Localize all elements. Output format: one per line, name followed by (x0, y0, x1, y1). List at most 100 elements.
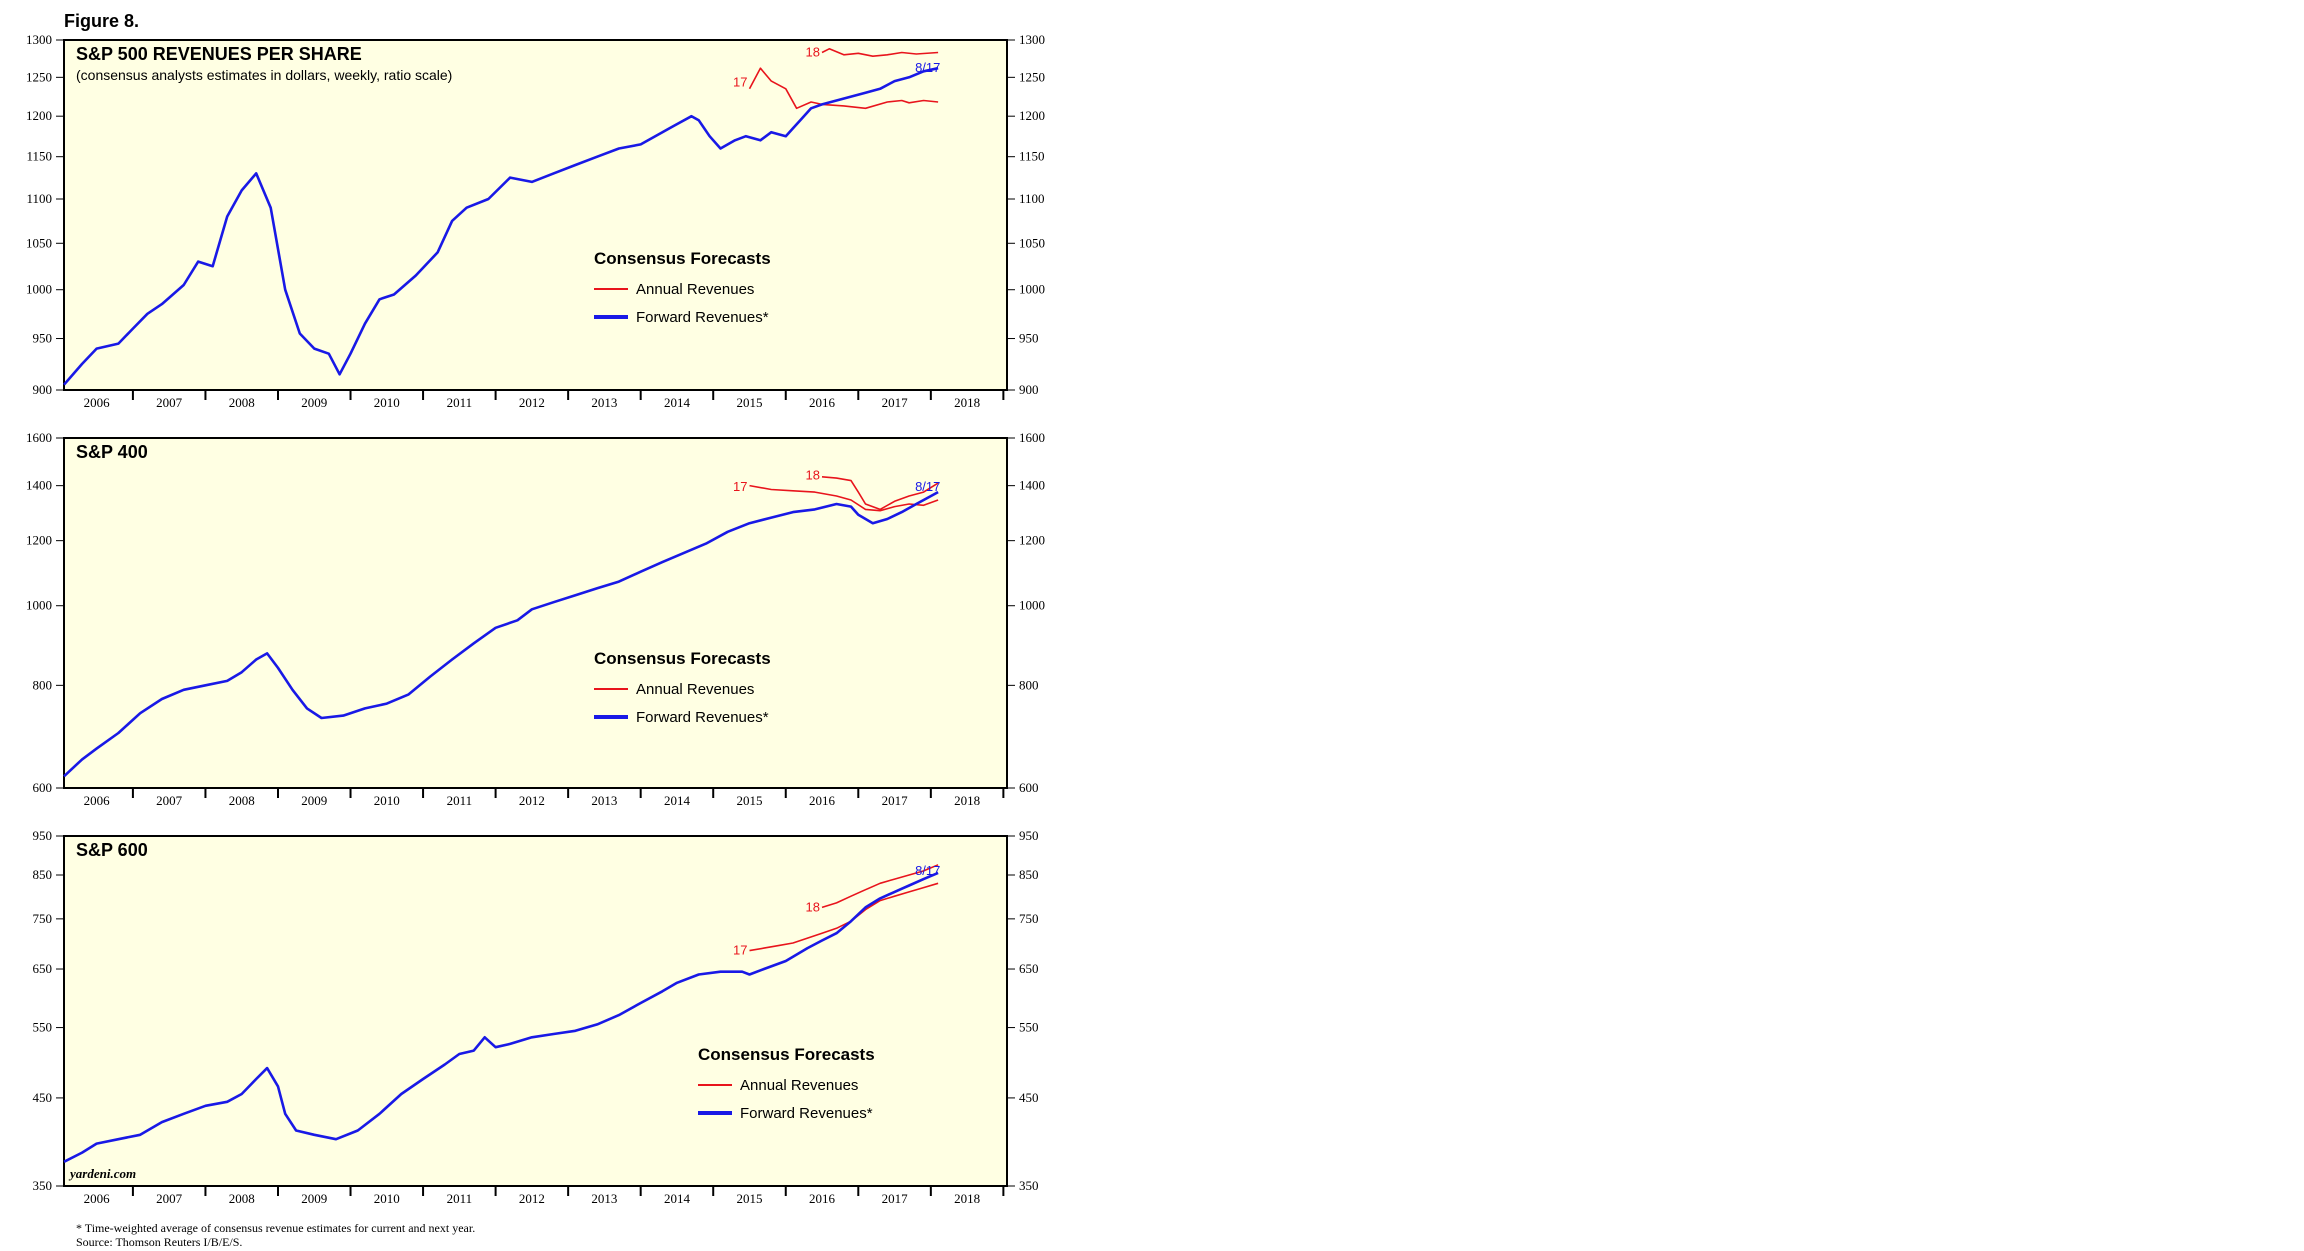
plot-area (63, 835, 1008, 1187)
y-tick-label-right: 950 (1019, 828, 1039, 843)
x-tick-label: 2008 (229, 395, 255, 410)
y-tick-label-right: 1050 (1019, 235, 1045, 250)
x-tick-label: 2011 (447, 395, 473, 410)
series-line-annual-17 (749, 484, 939, 512)
series-line-forward (63, 66, 939, 386)
x-tick-label: 2007 (156, 1191, 183, 1206)
annotation-label: 18 (806, 899, 820, 914)
y-tick-label-left: 950 (33, 828, 53, 843)
legend: Consensus Forecasts Annual Revenues Forw… (594, 249, 771, 326)
y-tick-label-right: 1400 (1019, 478, 1045, 493)
x-tick-label: 2012 (519, 1191, 545, 1206)
y-tick-label-right: 950 (1019, 331, 1039, 346)
x-tick-label: 2015 (736, 395, 762, 410)
y-tick-label-right: 1600 (1019, 430, 1045, 445)
y-tick-label-right: 1300 (1019, 32, 1045, 47)
x-tick-label: 2010 (374, 395, 400, 410)
y-tick-label-left: 1150 (26, 149, 52, 164)
x-tick-label: 2014 (664, 1191, 691, 1206)
x-tick-label: 2013 (591, 793, 617, 808)
y-tick-label-left: 750 (33, 911, 53, 926)
y-tick-label-right: 350 (1019, 1178, 1039, 1193)
series-line-forward (63, 871, 939, 1163)
x-tick-label: 2007 (156, 793, 183, 808)
y-tick-label-right: 550 (1019, 1020, 1039, 1035)
y-tick-label-right: 850 (1019, 867, 1039, 882)
x-tick-label: 2012 (519, 395, 545, 410)
series-line-annual-18 (821, 47, 939, 58)
annotation-label: 17 (733, 479, 747, 494)
annotation-label: 18 (806, 45, 820, 60)
x-tick-label: 2010 (374, 1191, 400, 1206)
x-tick-label: 2018 (954, 1191, 980, 1206)
y-tick-label-left: 1100 (26, 191, 52, 206)
x-tick-label: 2016 (809, 793, 836, 808)
chart-sp400: 600 600 800 800 1000 1000 1200 1200 1400 1400 1600… (26, 430, 1045, 808)
legend-item-forward: Forward Revenues* (636, 309, 769, 326)
annotation-label: 17 (733, 943, 747, 958)
legend-item-forward: Forward Revenues* (636, 709, 769, 726)
annotation-label: 8/17 (915, 479, 940, 494)
y-tick-label-left: 1250 (26, 69, 52, 84)
annotation-label: 8/17 (915, 863, 940, 878)
y-tick-label-right: 1000 (1019, 598, 1045, 613)
series-line-annual-18 (821, 476, 939, 511)
x-tick-label: 2008 (229, 1191, 255, 1206)
x-tick-label: 2018 (954, 395, 980, 410)
x-tick-label: 2007 (156, 395, 183, 410)
x-tick-label: 2009 (301, 1191, 327, 1206)
y-tick-label-right: 450 (1019, 1090, 1039, 1105)
x-tick-label: 2006 (84, 395, 111, 410)
y-tick-label-left: 1600 (26, 430, 52, 445)
series-line-annual-18 (821, 864, 939, 909)
y-tick-label-right: 1200 (1019, 533, 1045, 548)
footnote: * Time-weighted average of consensus rev… (76, 1221, 475, 1235)
source-note: Source: Thomson Reuters I/B/E/S. (76, 1235, 242, 1249)
y-tick-label-left: 950 (33, 331, 53, 346)
x-tick-label: 2010 (374, 793, 400, 808)
y-tick-label-left: 1300 (26, 32, 52, 47)
x-tick-label: 2011 (447, 1191, 473, 1206)
chart-subtitle: (consensus analysts estimates in dollars… (76, 67, 452, 83)
x-tick-label: 2013 (591, 1191, 617, 1206)
series-line-annual-17 (748, 67, 939, 110)
legend: Consensus Forecasts Annual Revenues Forw… (594, 649, 771, 726)
x-tick-label: 2009 (301, 395, 327, 410)
y-tick-label-left: 600 (33, 780, 53, 795)
legend-title: Consensus Forecasts (698, 1045, 875, 1064)
y-tick-label-right: 600 (1019, 780, 1039, 795)
y-tick-label-right: 750 (1019, 911, 1039, 926)
chart-sp600: 350 350 450 450 550 550 650 650 750 750 850 850 950 9… (33, 828, 1039, 1206)
legend-item-annual: Annual Revenues (636, 681, 754, 698)
y-tick-label-right: 1200 (1019, 108, 1045, 123)
y-tick-label-left: 450 (33, 1090, 53, 1105)
chart-title: S&P 500 REVENUES PER SHARE (76, 44, 362, 64)
x-tick-label: 2009 (301, 793, 327, 808)
y-tick-label-left: 850 (33, 867, 53, 882)
x-tick-label: 2016 (809, 395, 836, 410)
plot-area (63, 39, 1008, 391)
series-line-forward (63, 490, 939, 778)
x-tick-label: 2017 (882, 395, 909, 410)
y-tick-label-left: 650 (33, 961, 53, 976)
x-tick-label: 2006 (84, 793, 111, 808)
y-tick-label-left: 350 (33, 1178, 53, 1193)
x-tick-label: 2016 (809, 1191, 836, 1206)
annotation-label: 8/17 (915, 60, 940, 75)
legend-title: Consensus Forecasts (594, 249, 771, 268)
y-tick-label-left: 1400 (26, 478, 52, 493)
series-line-annual-17 (749, 882, 939, 952)
chart-sp500: 900 900 950 950 1000 1000 1050 1050 1100 1100 1150… (26, 32, 1045, 410)
y-tick-label-right: 650 (1019, 961, 1039, 976)
y-tick-label-right: 800 (1019, 677, 1039, 692)
y-tick-label-left: 550 (33, 1020, 53, 1035)
x-tick-label: 2015 (736, 793, 762, 808)
y-tick-label-left: 1050 (26, 235, 52, 250)
figure-label: Figure 8. (64, 11, 139, 31)
y-tick-label-left: 1000 (26, 282, 52, 297)
x-tick-label: 2014 (664, 395, 691, 410)
plot-area (63, 437, 1008, 789)
legend-item-annual: Annual Revenues (636, 281, 754, 298)
y-tick-label-right: 1000 (1019, 282, 1045, 297)
